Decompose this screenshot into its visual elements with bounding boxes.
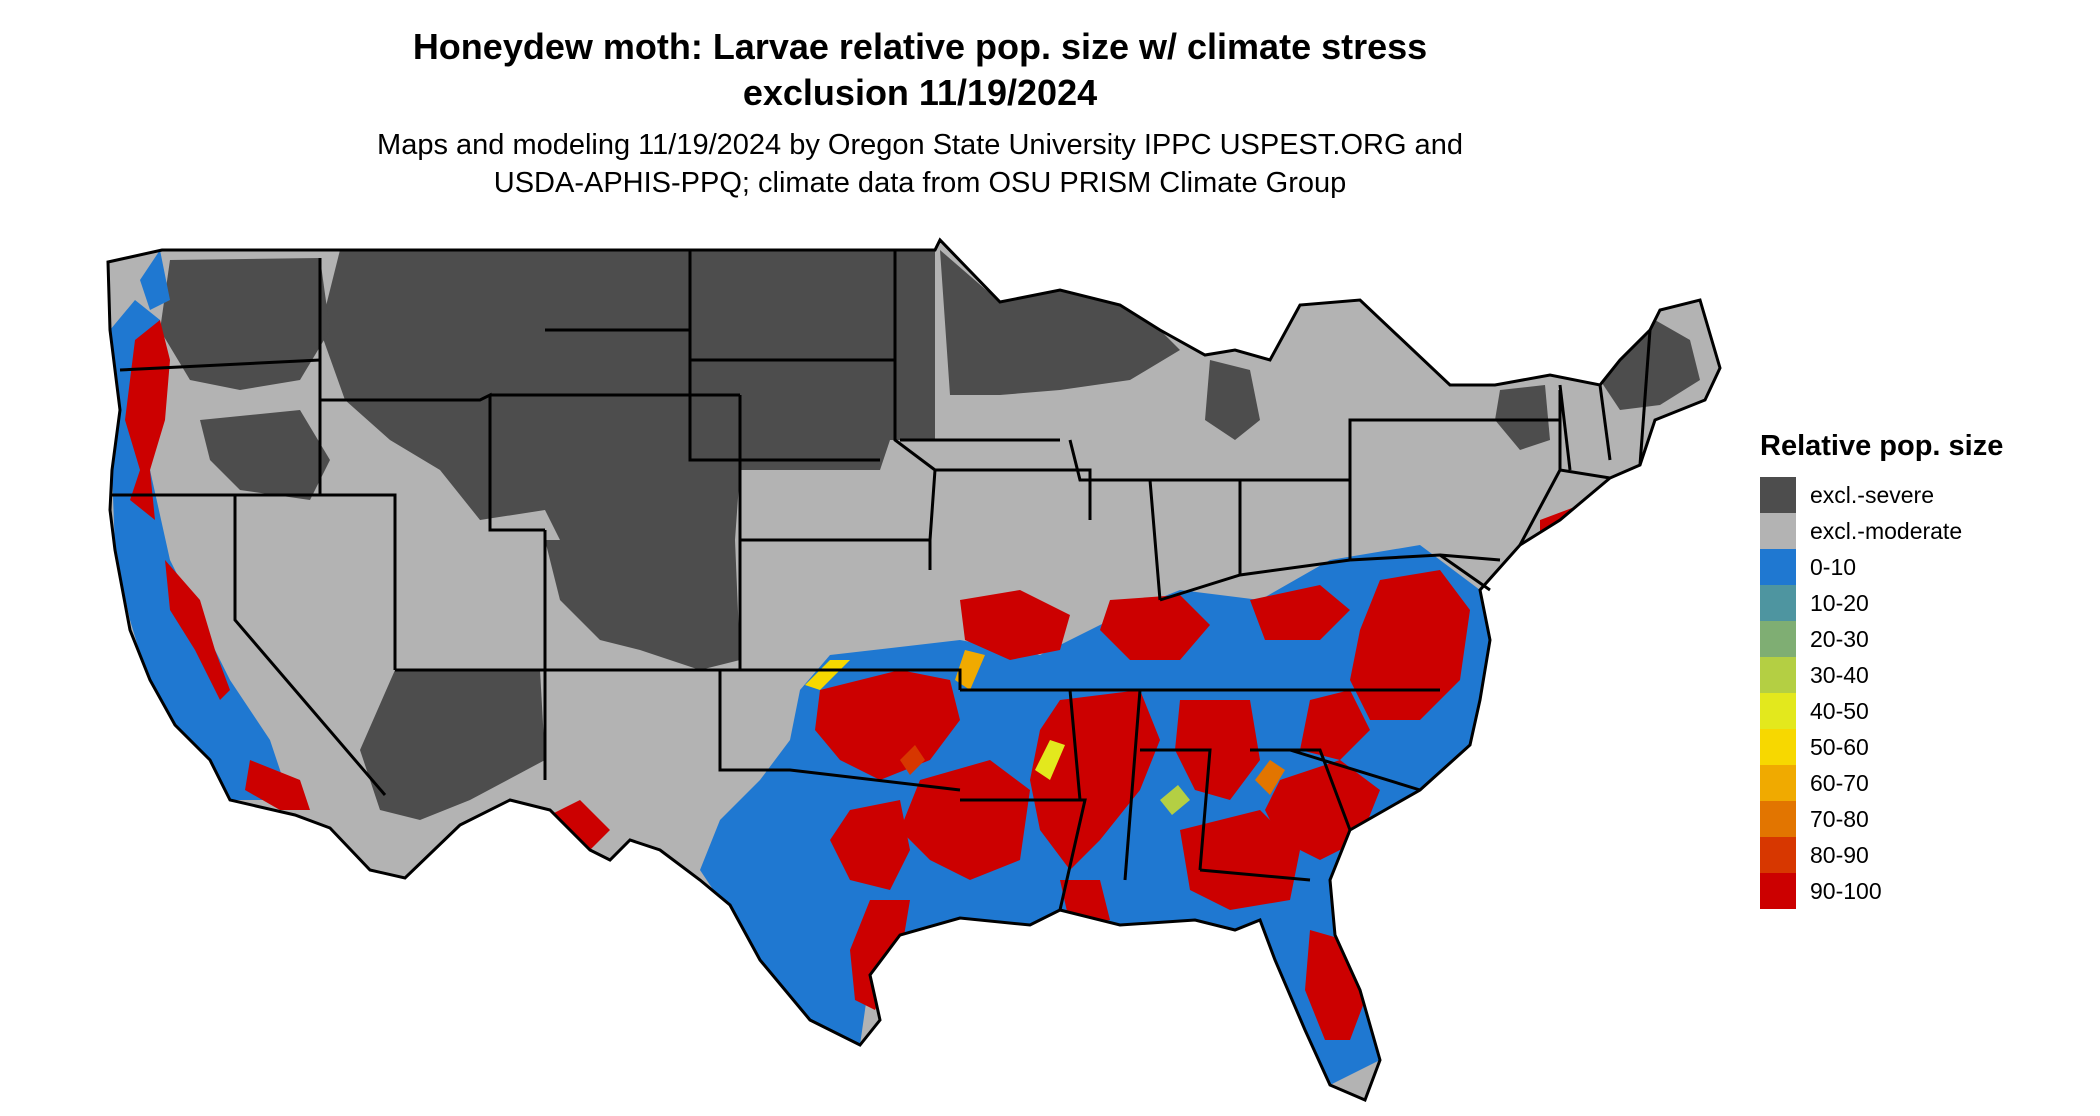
legend-label: 20-30 [1810,625,1869,652]
map-title-line-2: exclusion 11/19/2024 [742,72,1098,113]
pop-mid-zones [805,650,1285,815]
legend-label: 70-80 [1810,805,1869,832]
legend-items: excl.-severe excl.-moderate 0-10 10-20 20-30… [1760,477,2003,909]
legend-item: 80-90 [1760,837,2003,873]
legend-item: excl.-moderate [1760,513,2003,549]
legend-label: excl.-moderate [1810,517,1963,544]
legend-label: 30-40 [1810,661,1869,688]
legend-label: excl.-severe [1810,481,1934,508]
map-title: Honeydew moth: Larvae relative pop. size… [320,24,1520,116]
legend-swatch [1760,765,1796,801]
legend-swatch [1760,873,1796,909]
legend-label: 10-20 [1810,589,1869,616]
legend-item: 40-50 [1760,693,2003,729]
legend-swatch [1760,549,1796,585]
legend-label: 60-70 [1810,769,1869,796]
legend-label: 0-10 [1810,553,1857,580]
legend-item: excl.-severe [1760,477,2003,513]
map-subtitle: Maps and modeling 11/19/2024 by Oregon S… [270,126,1570,202]
legend-swatch [1760,801,1796,837]
legend-item: 0-10 [1760,549,2003,585]
legend-swatch [1760,477,1796,513]
legend-item: 50-60 [1760,729,2003,765]
legend-item: 10-20 [1760,585,2003,621]
legend-swatch [1760,621,1796,657]
legend-label: 80-90 [1810,841,1869,868]
legend-label: 90-100 [1810,877,1882,904]
map-subtitle-line-2: USDA-APHIS-PPQ; climate data from OSU PR… [493,167,1347,199]
legend-item: 90-100 [1760,873,2003,909]
legend-swatch [1760,729,1796,765]
state-boundaries [106,237,1722,1102]
legend-swatch [1760,513,1796,549]
legend-swatch [1760,693,1796,729]
legend-title: Relative pop. size [1760,430,2004,462]
map-legend: Relative pop. size excl.-severe excl.-mod… [1760,430,2003,909]
legend-swatch [1760,657,1796,693]
legend-item: 70-80 [1760,801,2003,837]
legend-item: 20-30 [1760,621,2003,657]
legend-item: 60-70 [1760,765,2003,801]
legend-swatch [1760,585,1796,621]
us-map [106,237,1722,1102]
legend-item: 30-40 [1760,657,2003,693]
map-subtitle-line-1: Maps and modeling 11/19/2024 by Oregon S… [377,129,1463,161]
map-title-line-1: Honeydew moth: Larvae relative pop. size… [412,26,1428,67]
legend-label: 50-60 [1810,733,1869,760]
legend-label: 40-50 [1810,697,1869,724]
legend-swatch [1760,837,1796,873]
